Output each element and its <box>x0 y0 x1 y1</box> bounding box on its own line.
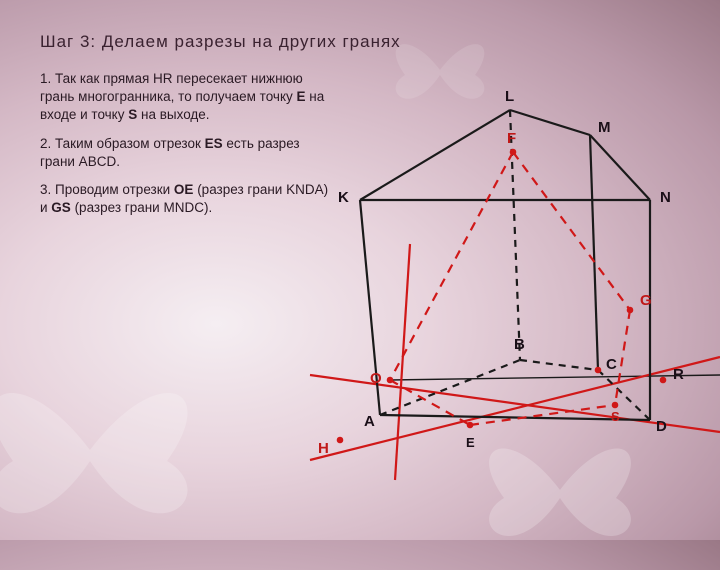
paragraph-1: 1. Так как прямая HR пересекает нижнюю г… <box>40 70 330 125</box>
label-A: A <box>364 413 375 430</box>
paragraph-3: 3. Проводим отрезки OE (разрез грани KND… <box>40 181 330 217</box>
label-R: R <box>673 366 684 383</box>
label-K: K <box>338 189 349 206</box>
label-D: D <box>656 418 667 435</box>
label-M: M <box>598 119 611 136</box>
content-area: Шаг 3: Делаем разрезы на других гранях 1… <box>0 0 720 540</box>
label-C: C <box>606 356 617 373</box>
label-H: H <box>318 440 329 457</box>
label-N: N <box>660 189 671 206</box>
label-G: G <box>640 292 652 309</box>
label-S: S <box>611 409 620 424</box>
step-title: Шаг 3: Делаем разрезы на других гранях <box>40 32 680 52</box>
label-F: F <box>507 130 516 147</box>
label-L: L <box>505 88 514 105</box>
paragraph-2: 2. Таким образом отрезок ES есть разрез … <box>40 135 330 171</box>
label-B: B <box>514 336 525 353</box>
label-O: O <box>370 370 382 387</box>
label-E: E <box>466 435 475 450</box>
geometry-diagram: KLMNABCDFGOHESR <box>330 80 700 480</box>
